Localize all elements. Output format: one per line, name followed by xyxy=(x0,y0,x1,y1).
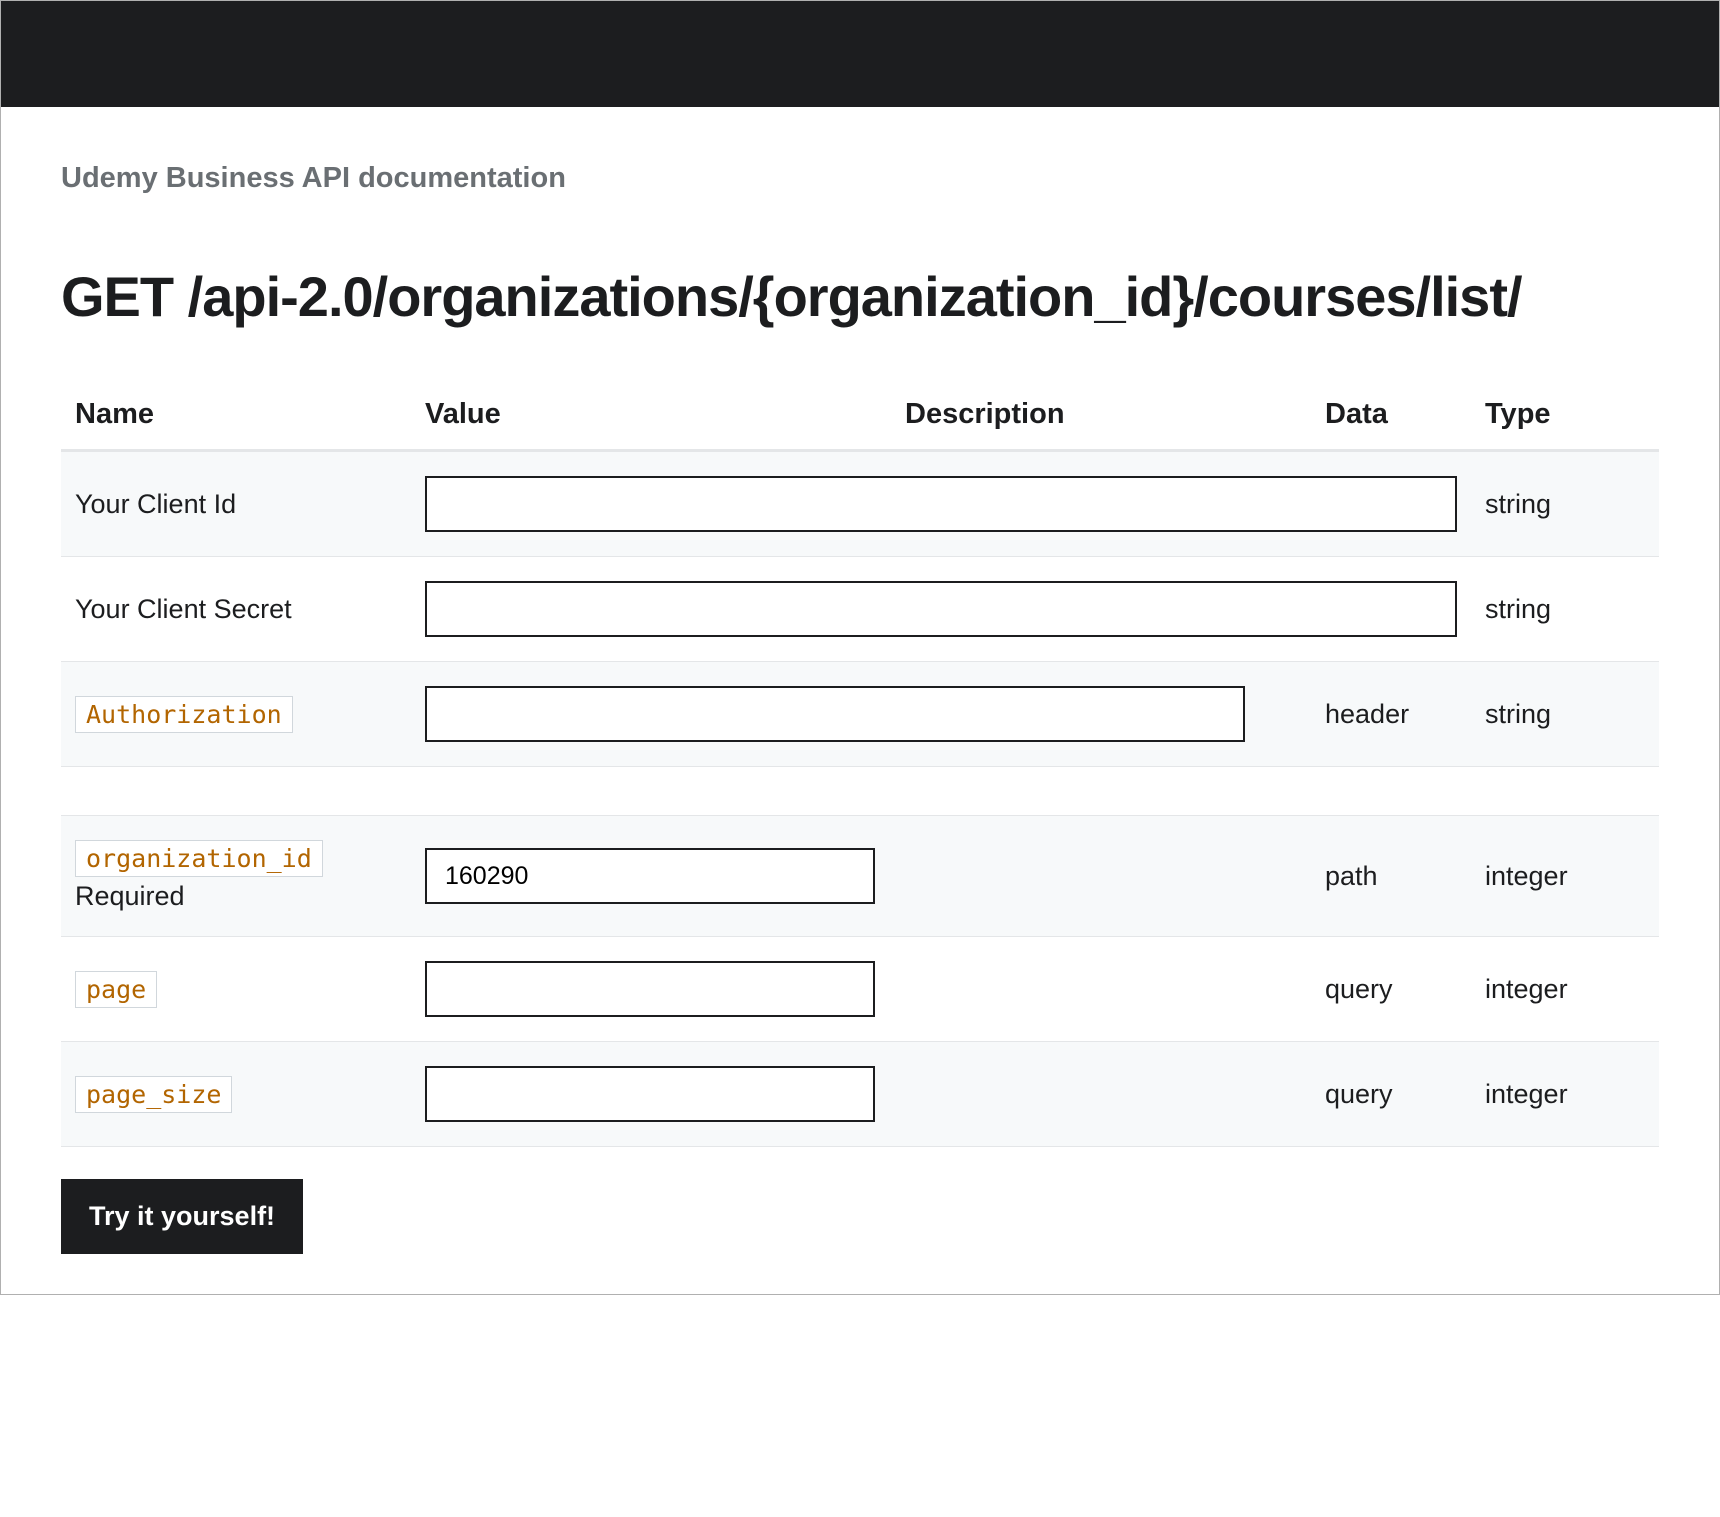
col-data: Data xyxy=(1311,384,1471,451)
col-type: Type xyxy=(1471,384,1659,451)
col-name: Name xyxy=(61,384,411,451)
param-type: integer xyxy=(1471,937,1659,1042)
param-data: query xyxy=(1311,1042,1471,1147)
page-content: Udemy Business API documentation GET /ap… xyxy=(1,107,1719,1294)
page-title: Udemy Business API documentation xyxy=(61,162,1659,195)
row-authorization: Authorization header string xyxy=(61,662,1659,767)
parameters-table: Name Value Description Data Type Your Cl… xyxy=(61,384,1659,1147)
param-name: Your Client Id xyxy=(61,451,411,557)
page-size-input[interactable] xyxy=(425,1066,875,1122)
param-type: string xyxy=(1471,451,1659,557)
param-required-label: Required xyxy=(75,881,397,912)
client-secret-input[interactable] xyxy=(425,581,1457,637)
row-page-size: page_size query integer xyxy=(61,1042,1659,1147)
row-client-secret: Your Client Secret string xyxy=(61,557,1659,662)
param-name: Your Client Secret xyxy=(61,557,411,662)
top-bar xyxy=(1,1,1719,107)
row-organization-id: organization_id Required path integer xyxy=(61,816,1659,937)
param-type: integer xyxy=(1471,1042,1659,1147)
col-description: Description xyxy=(891,384,1311,451)
param-name-code: Authorization xyxy=(75,696,293,733)
table-header-row: Name Value Description Data Type xyxy=(61,384,1659,451)
param-data: header xyxy=(1311,662,1471,767)
param-type: integer xyxy=(1471,816,1659,937)
param-type: string xyxy=(1471,557,1659,662)
col-value: Value xyxy=(411,384,891,451)
client-id-input[interactable] xyxy=(425,476,1457,532)
organization-id-input[interactable] xyxy=(425,848,875,904)
row-spacer xyxy=(61,767,1659,816)
page-input[interactable] xyxy=(425,961,875,1017)
authorization-input[interactable] xyxy=(425,686,1245,742)
param-name-code: organization_id xyxy=(75,840,323,877)
row-client-id: Your Client Id string xyxy=(61,451,1659,557)
row-page: page query integer xyxy=(61,937,1659,1042)
param-data: query xyxy=(1311,937,1471,1042)
param-name-code: page xyxy=(75,971,157,1008)
param-data: path xyxy=(1311,816,1471,937)
param-name-code: page_size xyxy=(75,1076,232,1113)
api-endpoint-heading: GET /api-2.0/organizations/{organization… xyxy=(61,265,1659,329)
try-it-button[interactable]: Try it yourself! xyxy=(61,1179,303,1254)
param-type: string xyxy=(1471,662,1659,767)
